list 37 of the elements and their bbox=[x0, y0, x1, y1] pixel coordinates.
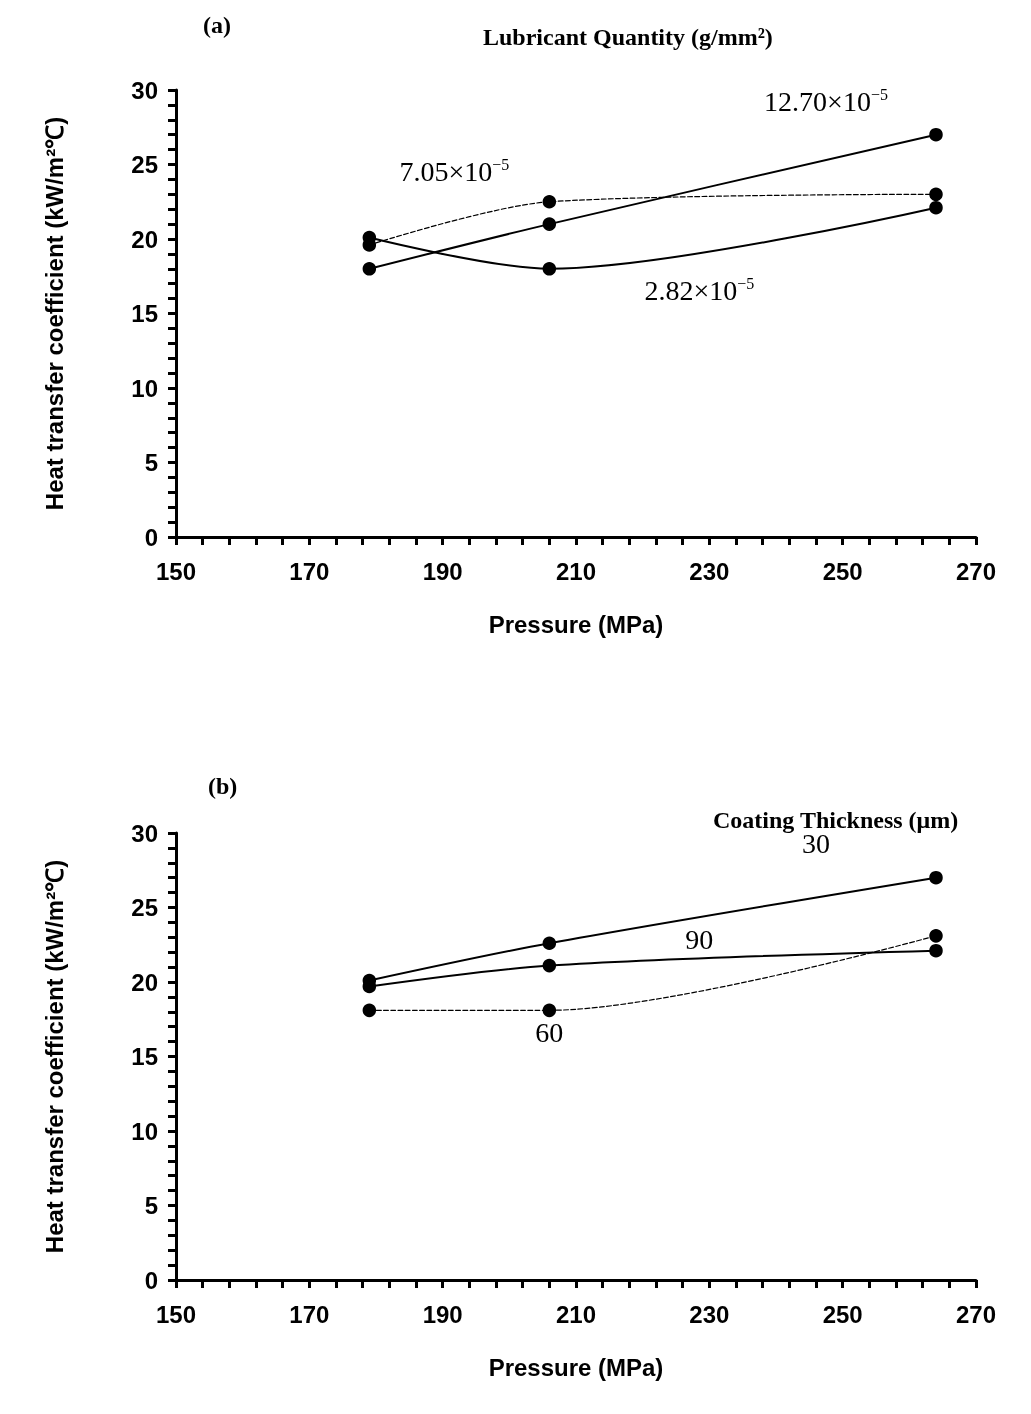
series-label: 60 bbox=[535, 1017, 564, 1049]
y-tick-label: 20 bbox=[131, 225, 158, 253]
x-tick-label: 270 bbox=[955, 1300, 997, 1328]
y-tick-label: 0 bbox=[144, 1266, 158, 1294]
x-tick-label: 270 bbox=[955, 557, 997, 585]
y-tick-label: 20 bbox=[131, 968, 158, 996]
x-tick-label: 250 bbox=[822, 557, 863, 585]
y-axis-title: Heat transfer coefficient (kW/m²℃) bbox=[40, 859, 68, 1254]
y-tick-label: 10 bbox=[131, 1117, 158, 1145]
x-tick-label: 230 bbox=[689, 557, 730, 585]
x-tick-label: 210 bbox=[555, 557, 597, 585]
x-tick-label: 170 bbox=[289, 1300, 330, 1328]
legend-title: Lubricant Quantity (g/mm²) bbox=[483, 24, 773, 50]
y-tick-label: 25 bbox=[131, 894, 158, 921]
x-tick-label: 190 bbox=[422, 1300, 463, 1328]
y-tick-label: 30 bbox=[131, 819, 158, 847]
x-tick-label: 190 bbox=[422, 557, 463, 585]
y-tick-label: 30 bbox=[131, 76, 158, 104]
y-tick-label: 10 bbox=[131, 374, 158, 402]
x-tick-label: 150 bbox=[155, 557, 197, 585]
x-tick-label: 230 bbox=[689, 1300, 730, 1328]
x-axis-title: Pressure (MPa) bbox=[488, 1353, 664, 1381]
x-tick-label: 150 bbox=[155, 1300, 197, 1328]
series-label: 90 bbox=[685, 924, 714, 956]
y-tick-label: 25 bbox=[131, 151, 158, 178]
x-tick-label: 250 bbox=[822, 1300, 863, 1328]
y-tick-label: 15 bbox=[131, 300, 158, 327]
y-tick-label: 15 bbox=[131, 1043, 158, 1070]
x-tick-label: 210 bbox=[555, 1300, 597, 1328]
y-tick-label: 5 bbox=[144, 1192, 158, 1219]
y-tick-label: 0 bbox=[144, 523, 158, 551]
chart-title: (a) bbox=[203, 12, 231, 38]
chart-title: (b) bbox=[208, 773, 238, 799]
x-tick-label: 170 bbox=[289, 557, 330, 585]
x-axis-title: Pressure (MPa) bbox=[488, 610, 664, 638]
y-axis-title: Heat transfer coefficient (kW/m²℃) bbox=[40, 116, 68, 511]
y-tick-label: 5 bbox=[144, 449, 158, 476]
